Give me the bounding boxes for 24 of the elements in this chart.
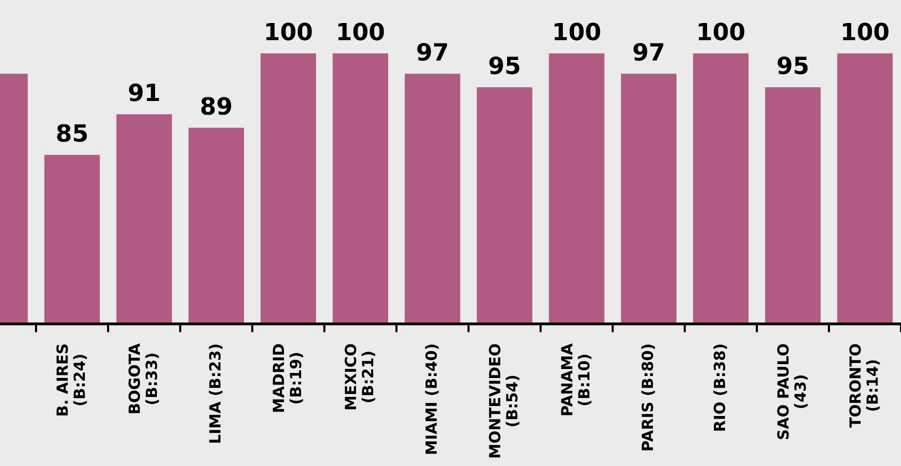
data-label: 95 bbox=[489, 56, 520, 74]
x-tick-label: RIO (B:38) bbox=[713, 344, 728, 431]
x-tick-label: MONTEVIDEO (B:54) bbox=[488, 344, 520, 458]
data-label: 100 bbox=[338, 22, 384, 41]
data-label: 89 bbox=[201, 97, 232, 115]
data-label: 100 bbox=[842, 22, 888, 41]
data-label: 100 bbox=[266, 22, 312, 41]
data-label: 95 bbox=[778, 56, 808, 74]
x-tick-label: MIAMI (B:40) bbox=[425, 344, 439, 454]
x-tick-label: MEXICO (B:21) bbox=[344, 344, 376, 410]
x-tick-label: TORONTO (B:14) bbox=[849, 344, 880, 428]
data-label: 85 bbox=[57, 124, 87, 142]
data-label: 91 bbox=[128, 84, 159, 102]
x-tick-label: B. AIRES (B:24) bbox=[56, 344, 87, 416]
data-label: 100 bbox=[554, 22, 600, 41]
x-tick-label: PANAMA (B:10) bbox=[561, 343, 592, 416]
x-tick-label: PARIS (B:80) bbox=[641, 344, 655, 450]
x-tick-label: MADRID (B:19) bbox=[272, 344, 304, 412]
data-label: 97 bbox=[634, 42, 664, 61]
x-tick-label: LIMA (B:23) bbox=[208, 344, 222, 443]
data-label: 100 bbox=[698, 22, 744, 41]
x-tick-label: SAO PAULO (43) bbox=[777, 344, 808, 440]
x-tick-label: BOGOTA (B:33) bbox=[128, 343, 159, 414]
data-label: 97 bbox=[417, 42, 448, 61]
